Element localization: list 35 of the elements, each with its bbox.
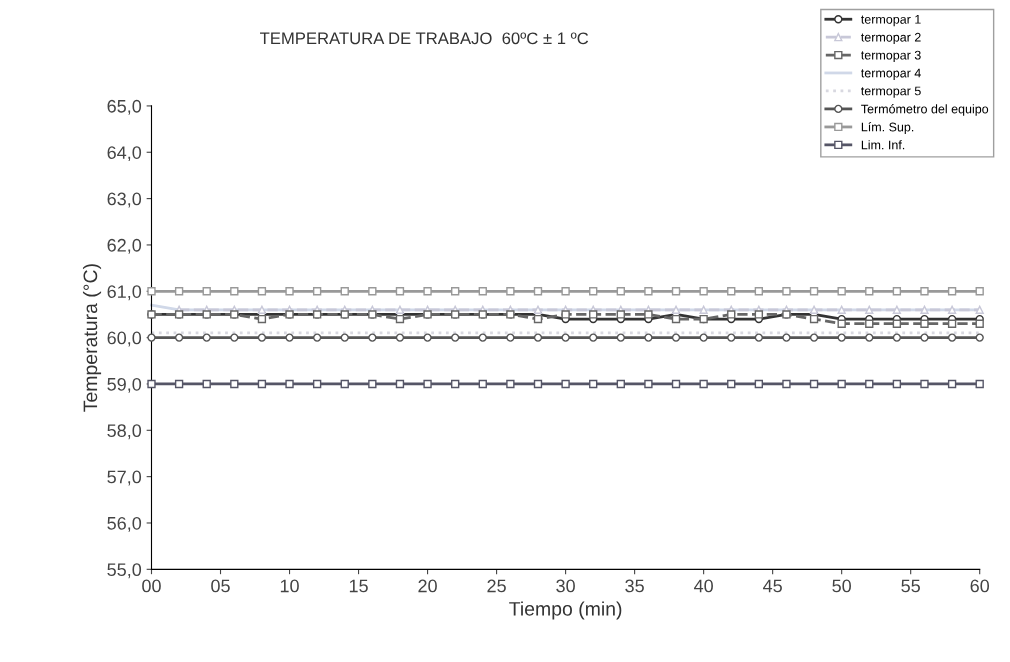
x-tick-label: 45 <box>763 579 782 593</box>
y-tick-label: 57,0 <box>107 470 142 486</box>
y-axis-title: Temperatura (°C) <box>82 264 102 412</box>
y-tick-label: 65,0 <box>107 99 142 115</box>
legend-label: Lím. Sup. <box>861 122 914 134</box>
legend-label: termopar 4 <box>861 68 921 80</box>
y-tick-label: 59,0 <box>107 377 142 393</box>
x-tick-label: 30 <box>556 579 575 593</box>
y-tick-label: 63,0 <box>107 192 142 208</box>
y-tick-label: 62,0 <box>107 238 142 254</box>
legend-label: termopar 5 <box>861 86 921 98</box>
x-axis-title: Tiempo (min) <box>509 601 622 620</box>
x-tick-label: 50 <box>832 579 851 593</box>
y-tick-label: 64,0 <box>107 146 142 162</box>
y-tick-label: 56,0 <box>107 516 142 532</box>
legend-label: termopar 2 <box>861 32 921 45</box>
x-tick-label: 20 <box>418 579 437 593</box>
legend-label: Termómetro del equipo <box>861 104 989 116</box>
x-tick-label: 00 <box>142 579 161 593</box>
x-tick-label: 10 <box>280 579 299 593</box>
chart-title: TEMPERATURA DE TRABAJO 60ºC ± 1 ºC <box>260 32 589 45</box>
y-tick-label: 61,0 <box>107 285 142 301</box>
x-tick-label: 40 <box>694 579 713 593</box>
legend-label: termopar 1 <box>861 15 921 27</box>
legend-label: termopar 3 <box>861 50 921 63</box>
x-tick-label: 55 <box>901 579 920 593</box>
x-tick-label: 05 <box>211 579 230 593</box>
x-tick-label: 35 <box>625 579 644 593</box>
x-tick-label: 15 <box>349 579 368 593</box>
y-tick-label: 58,0 <box>107 424 142 440</box>
x-tick-label: 60 <box>970 579 990 593</box>
y-tick-label: 60,0 <box>107 331 142 347</box>
x-tick-label: 25 <box>487 579 506 593</box>
y-tick-label: 55,0 <box>107 563 142 579</box>
legend-label: Lim. Inf. <box>861 140 905 150</box>
